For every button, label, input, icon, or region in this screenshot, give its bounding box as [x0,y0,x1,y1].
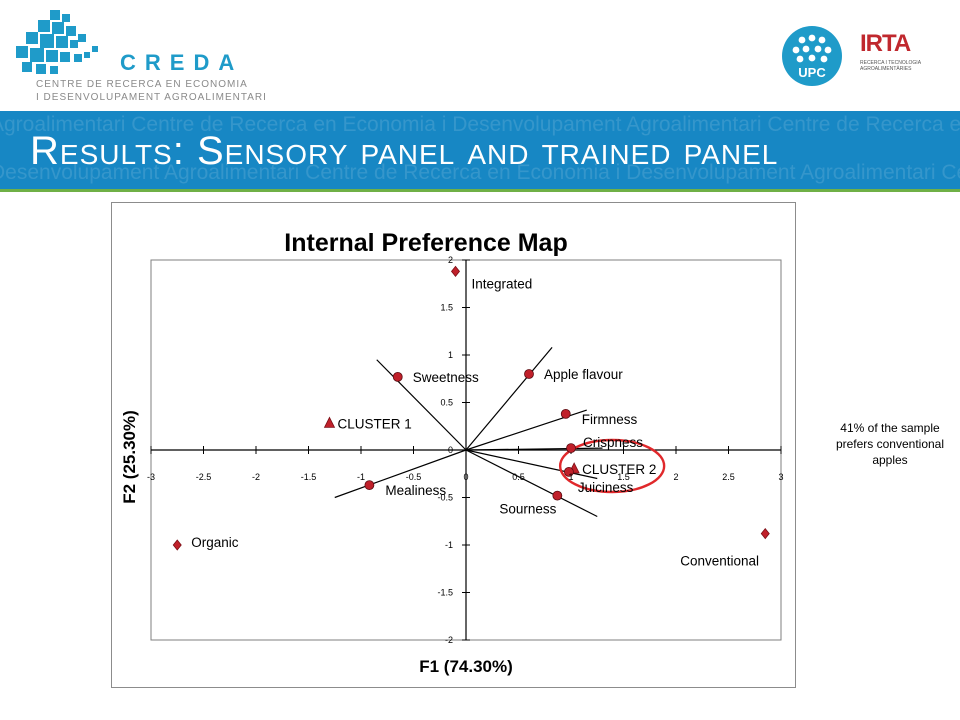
creda-mark-icon [16,10,98,74]
point-label: Integrated [472,276,533,291]
y-tick-label: -2 [445,635,453,645]
attribute-vector-line [465,449,598,480]
attribute-point [563,466,574,477]
attribute-point [566,443,576,454]
attribute-vector-line [376,359,467,451]
y-tick-label: -1.5 [437,588,453,598]
attribute-vector-line [465,347,553,451]
product-point [760,527,770,540]
attribute-vector-line [465,449,598,518]
point-label: Sweetness [413,370,479,385]
irta-wordmark: IRTA [860,30,911,57]
y-tick-label: 1.5 [440,303,453,313]
y-tick-label: 1 [448,350,453,360]
creda-subtitle-line2: I DESENVOLUPAMENT AGROALIMENTARI [36,92,267,103]
attribute-point [560,408,571,419]
x-tick-label: -1 [357,472,365,482]
y-axis-title: F2 (25.30%) [120,410,139,504]
x-tick-label: 1.5 [617,472,630,482]
point-label: Crispness [583,435,643,450]
upc-mark-icon: UPC [782,26,842,86]
x-axis-title: F1 (74.30%) [419,657,513,676]
creda-subtitle-line1: CENTRE DE RECERCA EN ECONOMIA [36,79,248,90]
point-label: Mealiness [385,483,446,498]
x-tick-label: 2.5 [722,472,735,482]
attribute-point [392,371,403,382]
y-tick-label: 0.5 [440,398,453,408]
creda-wordmark: CREDA [120,50,244,75]
attribute-vector-line [334,449,467,499]
x-tick-label: 0.5 [512,472,525,482]
product-point [450,265,461,278]
creda-logo: CREDA CENTRE DE RECERCA EN ECONOMIA I DE… [8,6,266,106]
attribute-point [552,490,563,501]
title-banner: Agroalimentari Centre de Recerca en Econ… [0,111,960,189]
point-label: Apple flavour [544,367,623,382]
attribute-point [524,369,534,379]
x-tick-label: 1 [568,472,573,482]
point-label: Conventional [680,554,759,569]
chart-title: Internal Preference Map [284,229,567,257]
irta-subtitle: RECERCA I TECNOLOGIA AGROALIMENTÀRIES [860,60,921,72]
point-label: CLUSTER 2 [582,462,656,477]
y-tick-label: 2 [448,255,453,265]
product-point [172,539,182,551]
x-tick-label: 2 [673,472,678,482]
y-tick-label: -0.5 [437,493,453,503]
cluster-point [323,416,336,428]
attribute-vector-line [465,447,603,451]
side-note: 41% of the sample prefers conventional a… [835,421,945,467]
x-tick-label: 3 [778,472,783,482]
slide-title: Results: Sensory panel and trained panel [30,129,779,173]
internal-preference-map-chart: Internal Preference Map -3 -2.5 -2 -1.5 -1 -0.… [120,229,784,676]
banner-accent-line [0,189,960,192]
x-tick-label: -3 [147,472,155,482]
point-label: Sourness [499,502,556,517]
banner-background-text: Agroalimentari Centre de Recerca en Econ… [0,113,960,136]
x-tick-label: -1.5 [301,472,317,482]
attribute-point [364,480,375,491]
chart-frame [111,202,796,688]
upc-logo: UPC [780,24,844,88]
x-tick-label: -0.5 [406,472,422,482]
x-tick-label: -2.5 [196,472,212,482]
x-tick-label: -2 [252,472,260,482]
irta-logo: IRTA RECERCA I TECNOLOGIA AGROALIMENTÀRI… [860,30,940,90]
banner-background-text: Desenvolupament Agroalimentari Centre de… [0,161,960,184]
y-tick-label: -1 [445,540,453,550]
point-label: CLUSTER 1 [338,416,412,431]
upc-label: UPC [798,65,826,80]
y-tick-label: 0 [448,445,453,455]
point-label: Organic [191,535,239,550]
x-tick-label: 0 [463,472,468,482]
point-label: Juiciness [578,480,634,495]
highlight-ellipse [558,438,666,494]
point-label: Firmness [582,412,638,427]
